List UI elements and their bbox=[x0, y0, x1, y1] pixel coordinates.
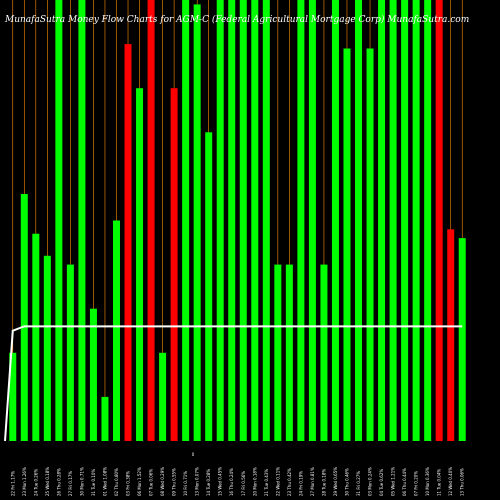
bar bbox=[320, 264, 328, 441]
x-tick-label: 17 Fri 0.56% bbox=[241, 471, 246, 496]
bar bbox=[262, 0, 270, 441]
x-tick-label: 16 Thu 0.24% bbox=[229, 468, 234, 496]
x-tick-label: 13 Mon 0.07% bbox=[195, 467, 200, 496]
x-tick-label: 28 Tue 0.18% bbox=[321, 469, 326, 496]
bar bbox=[216, 0, 224, 441]
x-tick-label: 26 Thu 0.28% bbox=[56, 468, 61, 496]
bar bbox=[355, 0, 363, 441]
bar bbox=[101, 396, 109, 441]
bar bbox=[297, 0, 305, 441]
x-tick-label: 25 Wed 0.18% bbox=[45, 467, 50, 496]
bar bbox=[9, 352, 17, 441]
x-tick-label: 22 Wed 0.11% bbox=[275, 467, 280, 496]
bar bbox=[78, 0, 86, 441]
x-tick-label: 06 Mon 1.52% bbox=[137, 467, 142, 496]
bar bbox=[20, 194, 28, 441]
bar bbox=[43, 255, 51, 441]
bar bbox=[205, 132, 213, 442]
bar bbox=[401, 0, 409, 441]
x-tick-label: 14 Tue 0.28% bbox=[206, 469, 211, 496]
x-tick-label: 12 Wed 0.40% bbox=[448, 467, 453, 496]
x-tick-label: 27 Fri 0.17% bbox=[68, 471, 73, 496]
bar bbox=[285, 264, 293, 441]
bar bbox=[89, 308, 97, 441]
x-tick-label: 11 Tue 0.04% bbox=[437, 469, 442, 496]
bar bbox=[55, 0, 63, 441]
bar bbox=[32, 233, 40, 441]
x-tick-label: 22 Fri 1.17% bbox=[10, 471, 15, 496]
x-tick-label: 13 Thu 0.06% bbox=[460, 468, 465, 496]
x-tick-label: 31 Fri 0.27% bbox=[356, 471, 361, 496]
zero-label: 0 bbox=[192, 452, 195, 457]
x-tick-label: 24 Fri 0.19% bbox=[298, 471, 303, 496]
bar bbox=[136, 88, 144, 441]
bar bbox=[239, 0, 247, 441]
x-tick-label: 27 Mon 0.81% bbox=[310, 467, 315, 496]
x-tick-label: 30 Thu 0.46% bbox=[344, 468, 349, 496]
bar bbox=[193, 4, 201, 441]
bar bbox=[424, 0, 432, 441]
x-tick-label: 05 Wed 1.21% bbox=[391, 467, 396, 496]
bars bbox=[9, 0, 466, 442]
bar bbox=[343, 48, 351, 441]
x-tick-label: 21 Tue 0.43% bbox=[264, 469, 269, 496]
x-tick-labels: 22 Fri 1.17% 23 Mon 1.26% 24 Tue 0.26% 25 W… bbox=[10, 467, 464, 496]
x-tick-label: 03 Fri 0.38% bbox=[126, 471, 131, 496]
x-tick-label: 15 Wed 0.45% bbox=[218, 467, 223, 496]
bar bbox=[378, 0, 386, 441]
x-tick-label: 07 Fri 0.20% bbox=[414, 471, 419, 496]
x-tick-label: 29 Wed 0.65% bbox=[333, 467, 338, 496]
bar bbox=[435, 0, 443, 441]
bar bbox=[274, 264, 282, 441]
x-tick-label: 10 Mon 0.36% bbox=[425, 467, 430, 496]
bar bbox=[331, 0, 339, 441]
bar bbox=[66, 264, 74, 441]
bar bbox=[170, 88, 178, 441]
x-tick-label: 07 Tue 0.06% bbox=[149, 469, 154, 496]
bar bbox=[228, 0, 236, 441]
bar bbox=[447, 229, 455, 441]
bar bbox=[389, 0, 397, 441]
x-tick-label: 01 Wed 1.08% bbox=[102, 467, 107, 496]
bar bbox=[112, 220, 120, 441]
x-tick-label: 10 Fri 0.71% bbox=[183, 471, 188, 496]
bar bbox=[159, 352, 167, 441]
x-tick-label: 04 Tue 0.62% bbox=[379, 469, 384, 496]
bar bbox=[251, 0, 259, 441]
bar bbox=[124, 44, 132, 441]
bar bbox=[458, 238, 466, 441]
x-tick-label: 31 Tue 0.10% bbox=[91, 469, 96, 496]
x-tick-label: 06 Thu 0.44% bbox=[402, 468, 407, 496]
x-tick-label: 24 Tue 0.26% bbox=[33, 469, 38, 496]
flow-line-group bbox=[4, 325, 463, 442]
bar bbox=[147, 0, 155, 441]
x-tick-label: 23 Thu 0.42% bbox=[287, 468, 292, 496]
x-tick-label: 02 Thu 0.80% bbox=[114, 468, 119, 496]
bar bbox=[412, 0, 420, 441]
bar bbox=[308, 0, 316, 441]
x-tick-label: 30 Mon 0.71% bbox=[79, 467, 84, 496]
x-tick-label: 03 Mon 0.24% bbox=[368, 467, 373, 496]
flow-line bbox=[4, 325, 463, 442]
x-tick-label: 08 Wed 0.29% bbox=[160, 467, 165, 496]
x-tick-label: 20 Mon 0.18% bbox=[252, 467, 257, 496]
x-tick-label: 23 Mon 1.26% bbox=[22, 467, 27, 496]
bar bbox=[366, 48, 374, 441]
bar bbox=[182, 0, 190, 441]
x-tick-label: 09 Thu 0.55% bbox=[172, 468, 177, 496]
chart-title: MunafaSutra Money Flow Charts for AGM-C … bbox=[4, 14, 469, 25]
